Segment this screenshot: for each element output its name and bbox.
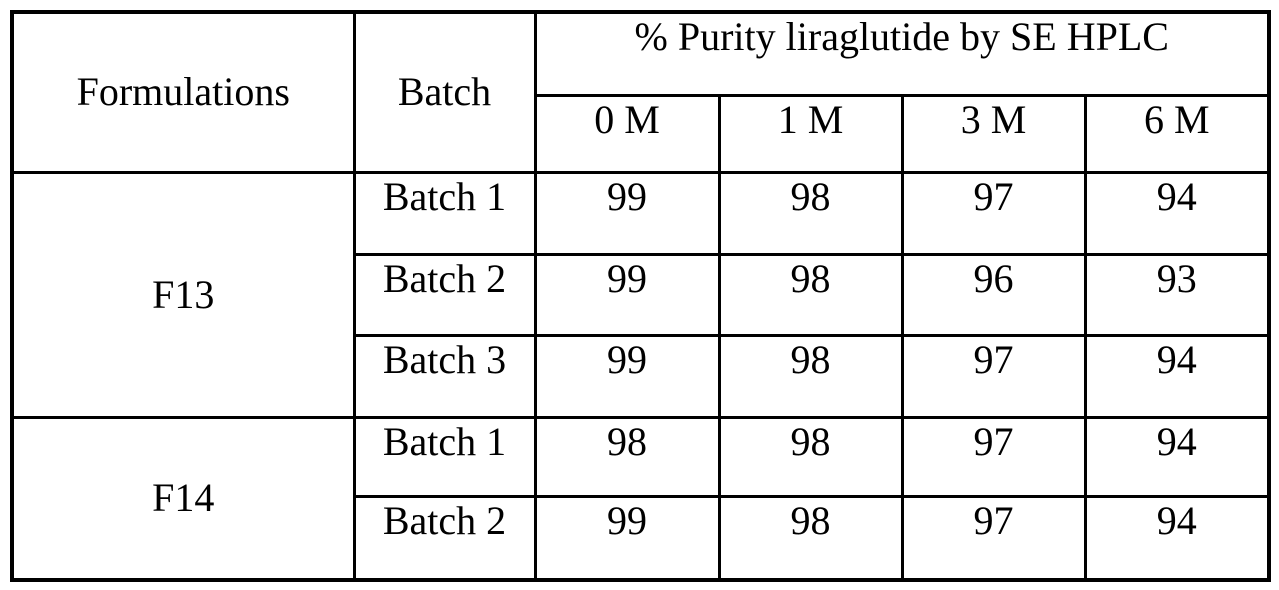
- value-cell-1m: 98: [717, 333, 904, 419]
- header-purity-title: % Purity liraglutide by SE HPLC: [533, 10, 1271, 97]
- header-timepoint-0m: 0 M: [533, 93, 721, 174]
- value-cell-3m: 96: [900, 252, 1087, 337]
- value-cell-1m: 98: [717, 252, 904, 337]
- value-cell-1m: 98: [717, 170, 904, 256]
- header-timepoint-6m: 6 M: [1083, 93, 1271, 174]
- value-cell-1m: 98: [717, 415, 904, 498]
- batch-cell: Batch 2: [352, 494, 537, 582]
- value-cell-3m: 97: [900, 415, 1087, 498]
- header-batch: Batch: [352, 10, 537, 174]
- batch-cell: Batch 3: [352, 333, 537, 419]
- table-row-f14-batch2: Batch 2 99 98 97 94: [12, 494, 1271, 582]
- value-cell-3m: 97: [900, 170, 1087, 256]
- value-cell-0m: 99: [533, 170, 721, 256]
- value-cell-6m: 94: [1083, 170, 1271, 256]
- formulation-cell-f14: F14: [10, 415, 356, 582]
- header-formulations: Formulations: [10, 10, 356, 174]
- value-cell-0m: 99: [533, 252, 721, 337]
- table-row-f14-batch1: F14 Batch 1 98 98 97 94: [10, 415, 1271, 582]
- value-cell-3m: 97: [900, 333, 1087, 419]
- value-cell-6m: 94: [1083, 333, 1271, 419]
- header-row-main: Formulations Batch % Purity liraglutide …: [10, 10, 1271, 174]
- formulation-cell-f13: F13: [10, 170, 356, 419]
- value-cell-1m: 98: [717, 494, 904, 582]
- value-cell-6m: 94: [1083, 494, 1271, 582]
- header-timepoint-1m: 1 M: [717, 93, 904, 174]
- batch-cell: Batch 1: [352, 415, 537, 498]
- value-cell-0m: 99: [533, 494, 721, 582]
- purity-stability-table: Formulations Batch % Purity liraglutide …: [10, 10, 1271, 582]
- value-cell-0m: 99: [533, 333, 721, 419]
- header-timepoint-3m: 3 M: [900, 93, 1087, 174]
- header-row-timepoints: 0 M 1 M 3 M 6 M: [12, 93, 1271, 174]
- table-row-f13-batch1: F13 Batch 1 99 98 97 94: [10, 170, 1271, 419]
- table-row-f13-batch3: Batch 3 99 98 97 94: [12, 333, 1271, 419]
- value-cell-6m: 93: [1083, 252, 1271, 337]
- value-cell-0m: 98: [533, 415, 721, 498]
- batch-cell: Batch 1: [352, 170, 537, 256]
- value-cell-6m: 94: [1083, 415, 1271, 498]
- table-row-f13-batch2: Batch 2 99 98 96 93: [12, 252, 1271, 337]
- batch-cell: Batch 2: [352, 252, 537, 337]
- value-cell-3m: 97: [900, 494, 1087, 582]
